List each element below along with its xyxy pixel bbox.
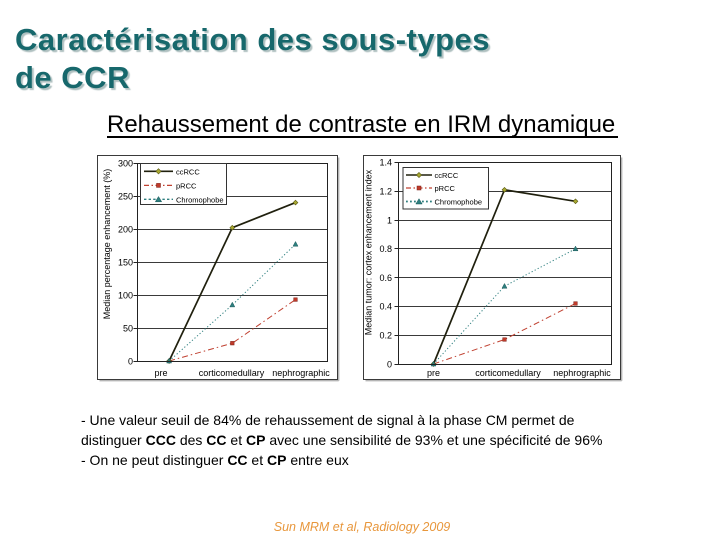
svg-text:1: 1 [387, 215, 392, 225]
svg-text:0.6: 0.6 [379, 273, 392, 283]
svg-text:1.2: 1.2 [379, 187, 392, 197]
svg-text:250: 250 [118, 191, 133, 201]
svg-text:pre: pre [154, 368, 167, 378]
svg-text:corticomedullary: corticomedullary [475, 368, 541, 378]
svg-text:50: 50 [123, 323, 133, 333]
svg-text:nephrographic: nephrographic [272, 368, 330, 378]
svg-text:300: 300 [118, 158, 133, 168]
svg-text:pRCC: pRCC [435, 184, 456, 193]
svg-text:nephrographic: nephrographic [553, 368, 611, 378]
svg-text:0: 0 [387, 359, 392, 369]
svg-text:1.4: 1.4 [379, 158, 392, 168]
svg-text:Chromophobe: Chromophobe [435, 198, 483, 207]
svg-text:0.4: 0.4 [379, 302, 392, 312]
svg-text:0.8: 0.8 [379, 244, 392, 254]
svg-text:150: 150 [118, 257, 133, 267]
svg-text:0: 0 [128, 356, 133, 366]
svg-text:100: 100 [118, 290, 133, 300]
svg-text:0.2: 0.2 [379, 331, 392, 341]
svg-text:Median tumor: cortex enhanceme: Median tumor: cortex enhancement index [364, 169, 374, 335]
svg-text:pRCC: pRCC [176, 181, 197, 190]
svg-text:Chromophobe: Chromophobe [176, 195, 224, 204]
svg-text:Median percentage enhancement: Median percentage enhancement (%) [102, 169, 112, 320]
svg-text:ccRCC: ccRCC [435, 171, 459, 180]
svg-text:corticomedullary: corticomedullary [199, 368, 265, 378]
svg-text:ccRCC: ccRCC [176, 167, 200, 176]
svg-text:200: 200 [118, 224, 133, 234]
svg-text:pre: pre [427, 368, 440, 378]
